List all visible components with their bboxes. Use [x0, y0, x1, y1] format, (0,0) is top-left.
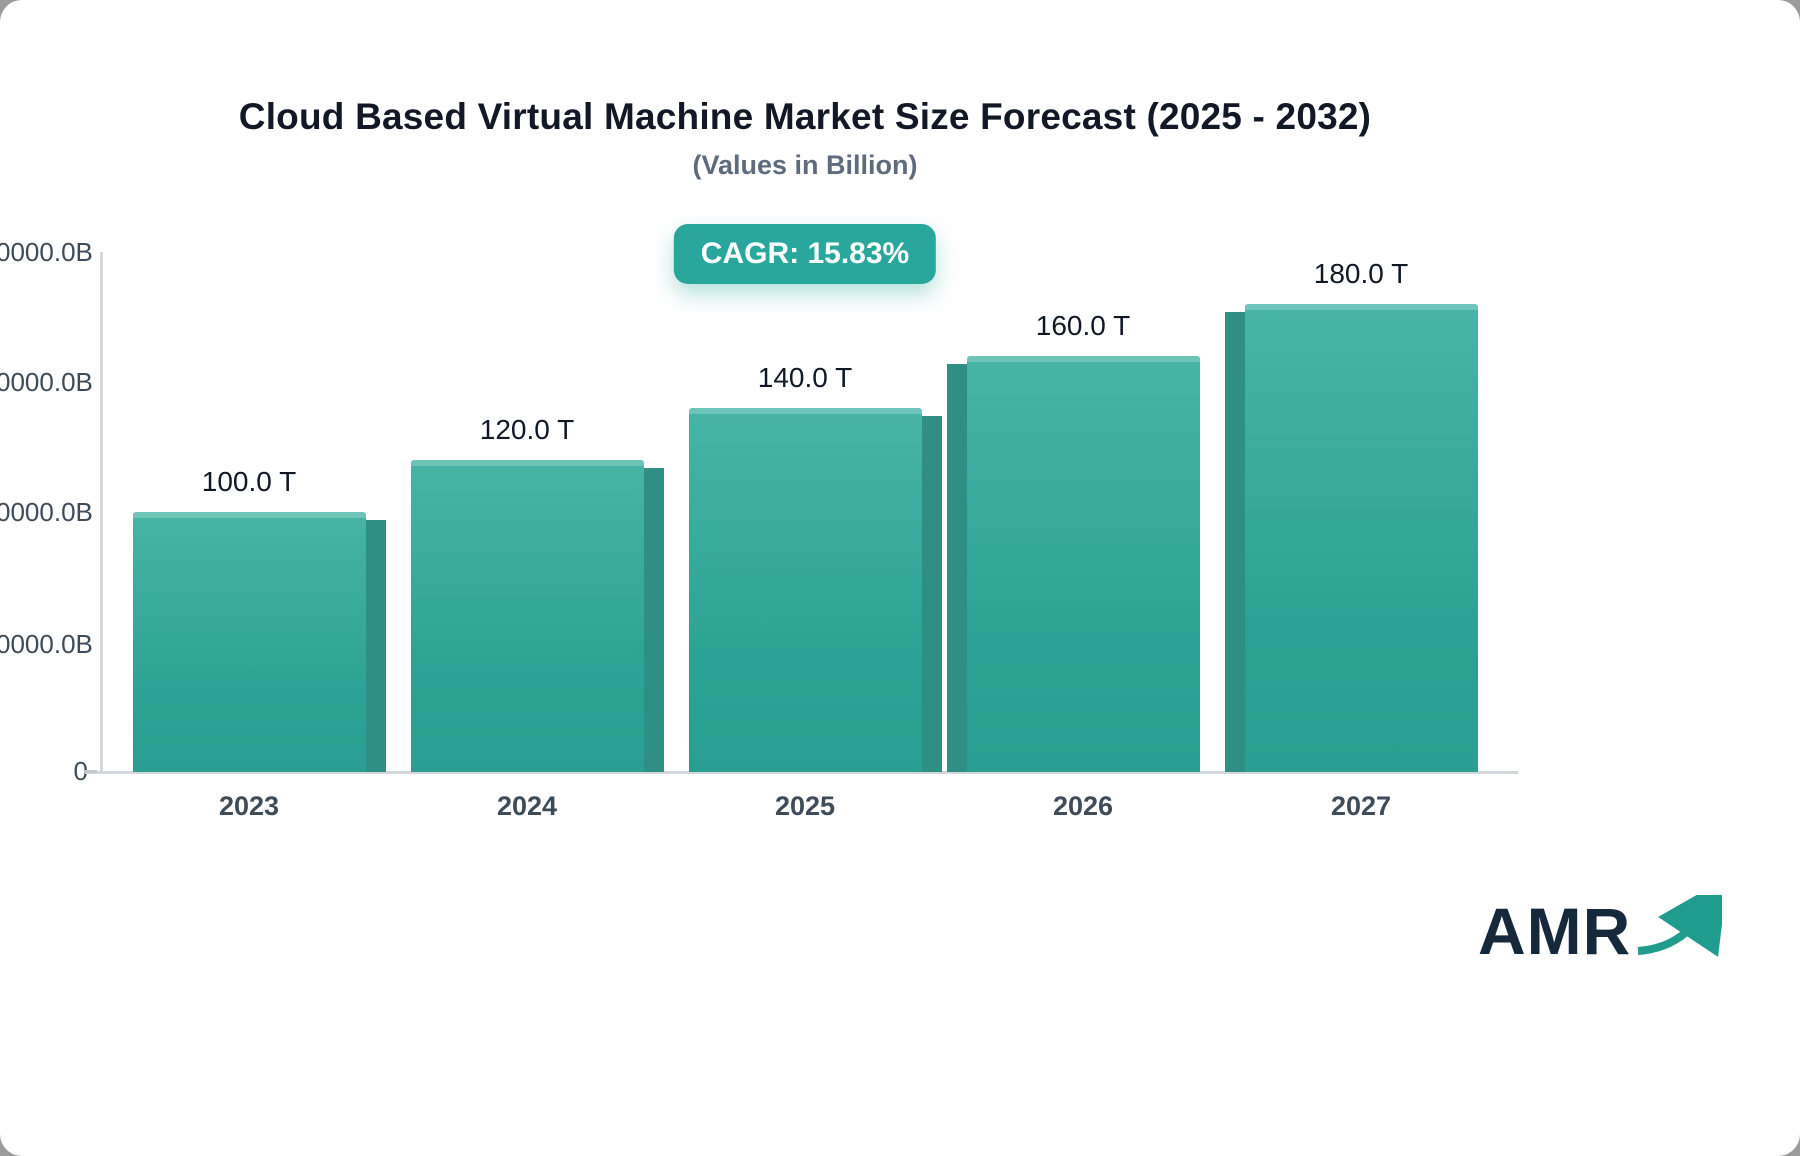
bar-value-label: 140.0 T [757, 362, 853, 393]
x-axis-label: 2025 [774, 791, 836, 821]
y-axis-label: 0 [73, 756, 88, 786]
bar-group-2024: 120.0 T 2024 [388, 252, 666, 821]
plot-area: 100.0 T 2023 120.0 T 2024 140.0 T 2025 1… [110, 252, 1500, 821]
bar-group-2023: 100.0 T 2023 [110, 252, 388, 821]
y-axis-label: 0000.0B [0, 367, 93, 397]
y-axis-line [100, 252, 103, 772]
x-axis-label: 2027 [1330, 791, 1392, 821]
bar-value-label: 100.0 T [201, 466, 297, 497]
bar-group-2025: 140.0 T 2025 [666, 252, 944, 821]
x-axis-label: 2026 [1052, 791, 1114, 821]
bar [1224, 304, 1478, 772]
zero-tick-mark [85, 770, 97, 773]
y-axis-label: 0000.0B [0, 497, 93, 527]
x-axis-label: 2024 [496, 791, 558, 821]
bar [132, 512, 386, 772]
logo-text: AMR [1478, 894, 1632, 968]
bar [946, 356, 1200, 772]
bar-value-label: 120.0 T [479, 414, 575, 445]
y-axis-label: 0000.0B [0, 237, 93, 267]
chart-title: Cloud Based Virtual Machine Market Size … [238, 96, 1372, 137]
y-axis-label: 0000.0B [0, 629, 93, 659]
bar [688, 408, 942, 772]
x-axis-line [85, 771, 1518, 774]
logo-arrow-icon [1637, 895, 1722, 957]
x-axis-label: 2023 [218, 791, 280, 821]
bar [410, 460, 664, 772]
chart-subtitle: (Values in Billion) [692, 150, 918, 180]
bar-group-2027: 180.0 T 2027 [1222, 252, 1500, 821]
bar-value-label: 160.0 T [1035, 310, 1131, 341]
cagr-badge: CAGR: 15.83% [673, 224, 937, 284]
bar-value-label: 180.0 T [1313, 258, 1409, 289]
amr-logo: AMR [1478, 893, 1722, 973]
bar-group-2026: 160.0 T 2026 [944, 252, 1222, 821]
